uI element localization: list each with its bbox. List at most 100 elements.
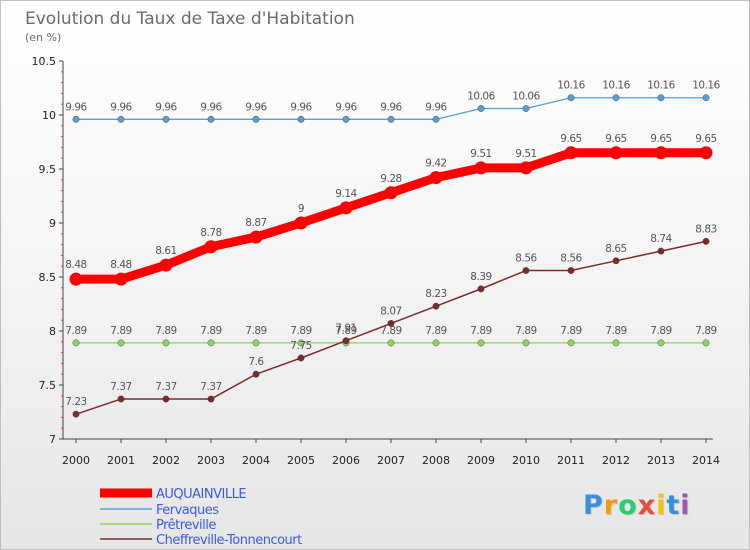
series-point-1 <box>567 94 575 102</box>
series-point-0 <box>429 171 443 185</box>
series-point-1 <box>72 115 80 123</box>
series-point-3 <box>117 395 125 403</box>
legend-label: AUQUAINVILLE <box>156 487 246 502</box>
data-label-1: 10.06 <box>467 91 495 103</box>
series-point-2 <box>252 339 260 347</box>
series-point-3 <box>342 337 350 345</box>
series-point-3 <box>702 237 710 245</box>
series-point-2 <box>702 339 710 347</box>
series-point-3 <box>72 410 80 418</box>
legend: AUQUAINVILLEFervaquesPrêtrevilleCheffrev… <box>100 487 303 548</box>
series-point-1 <box>612 94 620 102</box>
data-label-1: 9.96 <box>110 101 132 113</box>
x-tick-label: 2009 <box>467 454 495 467</box>
series-point-1 <box>432 115 440 123</box>
x-tick-label: 2013 <box>647 454 675 467</box>
data-label-2: 7.89 <box>65 325 86 337</box>
data-label-0: 8.61 <box>155 245 176 257</box>
series-point-2 <box>612 339 620 347</box>
series-point-0 <box>159 258 173 272</box>
logo-letter: i <box>656 490 667 521</box>
data-label-3: 8.83 <box>695 223 716 235</box>
data-label-3: 8.65 <box>605 243 626 255</box>
x-tick-label: 2000 <box>62 454 90 467</box>
axes: 7 7.5 8 8.5 9 9.5 10 10.5 2000 2001 2002 2003 2004 20… <box>32 55 721 467</box>
data-label-3: 7.6 <box>248 356 264 368</box>
series-point-0 <box>114 272 128 286</box>
series-point-3 <box>297 354 305 362</box>
data-label-0: 9.51 <box>470 148 491 160</box>
series-point-1 <box>477 105 485 112</box>
data-label-3: 7.23 <box>65 396 86 408</box>
series-point-3 <box>432 302 440 310</box>
data-label-2: 7.89 <box>650 325 671 337</box>
series-point-2 <box>657 339 665 347</box>
x-tick-label: 2007 <box>377 454 405 467</box>
logo-letter: i <box>680 490 691 521</box>
series-line-0 <box>71 148 711 284</box>
data-label-0: 9 <box>298 203 304 215</box>
x-tick-label: 2004 <box>242 454 270 467</box>
series-point-0 <box>294 216 308 230</box>
series-point-3 <box>252 370 260 378</box>
series-point-3 <box>567 267 575 274</box>
data-label-2: 7.89 <box>380 325 401 337</box>
legend-label: Prêtreville <box>156 518 216 533</box>
logo-letter: r <box>603 490 619 521</box>
x-tick-label: 2012 <box>602 454 630 467</box>
data-label-2: 7.89 <box>110 325 131 337</box>
data-label-2: 7.89 <box>605 325 626 337</box>
legend-label: Cheffreville-Tonnencourt <box>156 533 302 548</box>
logo-letter: x <box>637 490 657 521</box>
series-point-3 <box>207 395 215 403</box>
series-point-0 <box>654 146 668 160</box>
x-tick-label: 2001 <box>107 454 135 467</box>
y-tick-label: 7 <box>49 433 56 446</box>
data-label-1: 10.16 <box>692 80 720 92</box>
data-label-3: 7.37 <box>200 381 221 393</box>
x-tick-label: 2005 <box>287 454 315 467</box>
data-label-0: 9.65 <box>695 133 716 145</box>
series-point-0 <box>204 240 218 254</box>
data-label-1: 9.96 <box>335 101 357 113</box>
data-label-3: 8.56 <box>560 253 582 265</box>
series-point-3 <box>612 257 620 265</box>
data-label-1: 9.96 <box>200 101 222 113</box>
series-point-1 <box>702 94 710 102</box>
logo-letter: P <box>583 490 604 521</box>
data-label-0: 8.48 <box>65 259 86 271</box>
series-point-1 <box>522 105 530 112</box>
data-label-2: 7.89 <box>245 325 266 337</box>
series-point-1 <box>117 115 125 123</box>
x-tick-label: 2003 <box>197 454 225 467</box>
data-label-1: 9.96 <box>290 101 312 113</box>
series-point-0 <box>384 186 398 200</box>
data-label-1: 9.96 <box>425 101 447 113</box>
data-label-1: 9.96 <box>65 101 87 113</box>
series-point-1 <box>252 115 260 123</box>
data-labels: 7.89 7.89 7.89 7.89 7.89 7.89 7.89 7.89 7.89 7.89… <box>65 80 721 408</box>
data-label-2: 7.89 <box>290 325 311 337</box>
data-label-0: 9.65 <box>560 133 581 145</box>
series-point-3 <box>522 267 530 274</box>
y-tick-label: 10.5 <box>32 55 57 68</box>
logo-letter: o <box>618 490 638 521</box>
data-label-2: 7.89 <box>425 325 446 337</box>
data-label-2: 7.89 <box>560 325 581 337</box>
data-label-1: 9.96 <box>155 101 177 113</box>
series-point-1 <box>162 115 170 123</box>
x-tick-label: 2008 <box>422 454 450 467</box>
data-label-3: 7.37 <box>155 381 176 393</box>
series-point-2 <box>522 339 530 347</box>
y-tick-label: 7.5 <box>39 379 57 392</box>
series-point-2 <box>297 339 305 347</box>
chart-title: Evolution du Taux de Taxe d'Habitation <box>25 9 355 29</box>
series-point-0 <box>249 230 263 244</box>
series-point-0 <box>339 201 353 215</box>
chart-subtitle: (en %) <box>25 31 61 44</box>
series-point-1 <box>207 115 215 123</box>
x-tick-label: 2011 <box>557 454 585 467</box>
data-label-0: 9.65 <box>605 133 626 145</box>
y-tick-label: 8.5 <box>39 271 57 284</box>
data-label-0: 9.42 <box>425 158 446 170</box>
